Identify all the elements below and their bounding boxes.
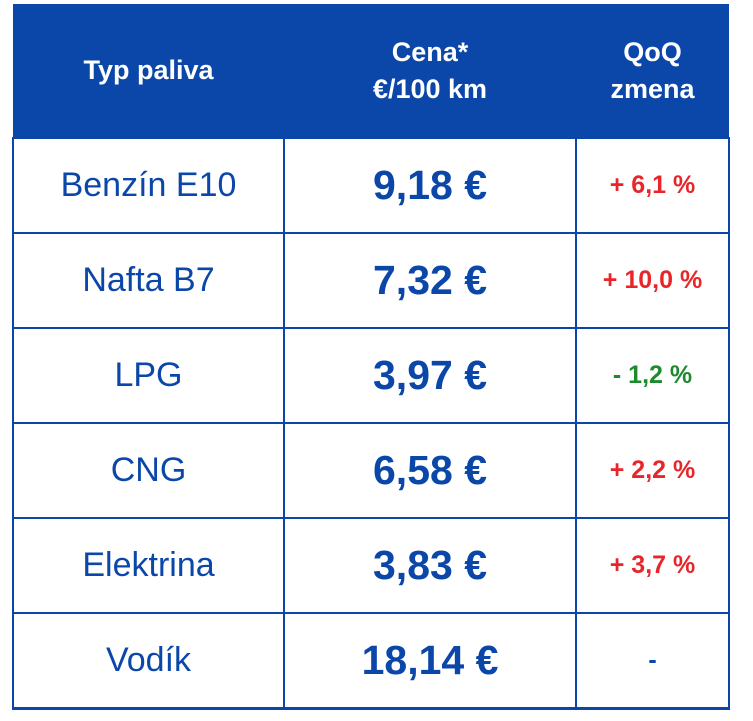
header-price-label: Cena* (391, 36, 469, 67)
table-row: Benzín E10 9,18 € + 6,1 % (12, 137, 730, 234)
price-cell: 7,32 € (283, 232, 577, 329)
table-row: LPG 3,97 € - 1,2 % (12, 327, 730, 424)
fuel-type-cell: CNG (12, 422, 285, 519)
table-row: Vodík 18,14 € - (12, 612, 730, 710)
table-row: CNG 6,58 € + 2,2 % (12, 422, 730, 519)
qoq-change-cell: + 3,7 % (575, 517, 730, 614)
price-cell: 18,14 € (283, 612, 577, 710)
table-row: Nafta B7 7,32 € + 10,0 % (12, 232, 730, 329)
header-fuel-type: Typ paliva (13, 4, 284, 138)
price-cell: 3,97 € (283, 327, 577, 424)
qoq-change-cell: - 1,2 % (575, 327, 730, 424)
header-row: Typ paliva Cena* €/100 km QoQ zmena (13, 4, 729, 138)
price-cell: 3,83 € (283, 517, 577, 614)
fuel-type-cell: Elektrina (12, 517, 285, 614)
price-cell: 6,58 € (283, 422, 577, 519)
qoq-change-cell: + 10,0 % (575, 232, 730, 329)
fuel-type-cell: Vodík (12, 612, 285, 710)
table-row: Elektrina 3,83 € + 3,7 % (12, 517, 730, 614)
qoq-change-cell: - (575, 612, 730, 710)
qoq-change-cell: + 2,2 % (575, 422, 730, 519)
header-price: Cena* €/100 km (284, 4, 576, 138)
table-body: Benzín E10 9,18 € + 6,1 % Nafta B7 7,32 … (12, 137, 730, 710)
header-qoq-label: QoQ (623, 36, 682, 67)
header-qoq-sublabel: zmena (610, 73, 695, 104)
price-cell: 9,18 € (283, 137, 577, 234)
header-fuel-type-label: Typ paliva (83, 55, 214, 85)
table-header: Typ paliva Cena* €/100 km QoQ zmena (13, 4, 729, 138)
fuel-type-cell: LPG (12, 327, 285, 424)
fuel-cost-table: Typ paliva Cena* €/100 km QoQ zmena Benz… (12, 4, 730, 710)
fuel-type-cell: Benzín E10 (12, 137, 285, 234)
fuel-type-cell: Nafta B7 (12, 232, 285, 329)
header-qoq-change: QoQ zmena (576, 4, 729, 138)
qoq-change-cell: + 6,1 % (575, 137, 730, 234)
header-price-unit: €/100 km (372, 73, 488, 104)
